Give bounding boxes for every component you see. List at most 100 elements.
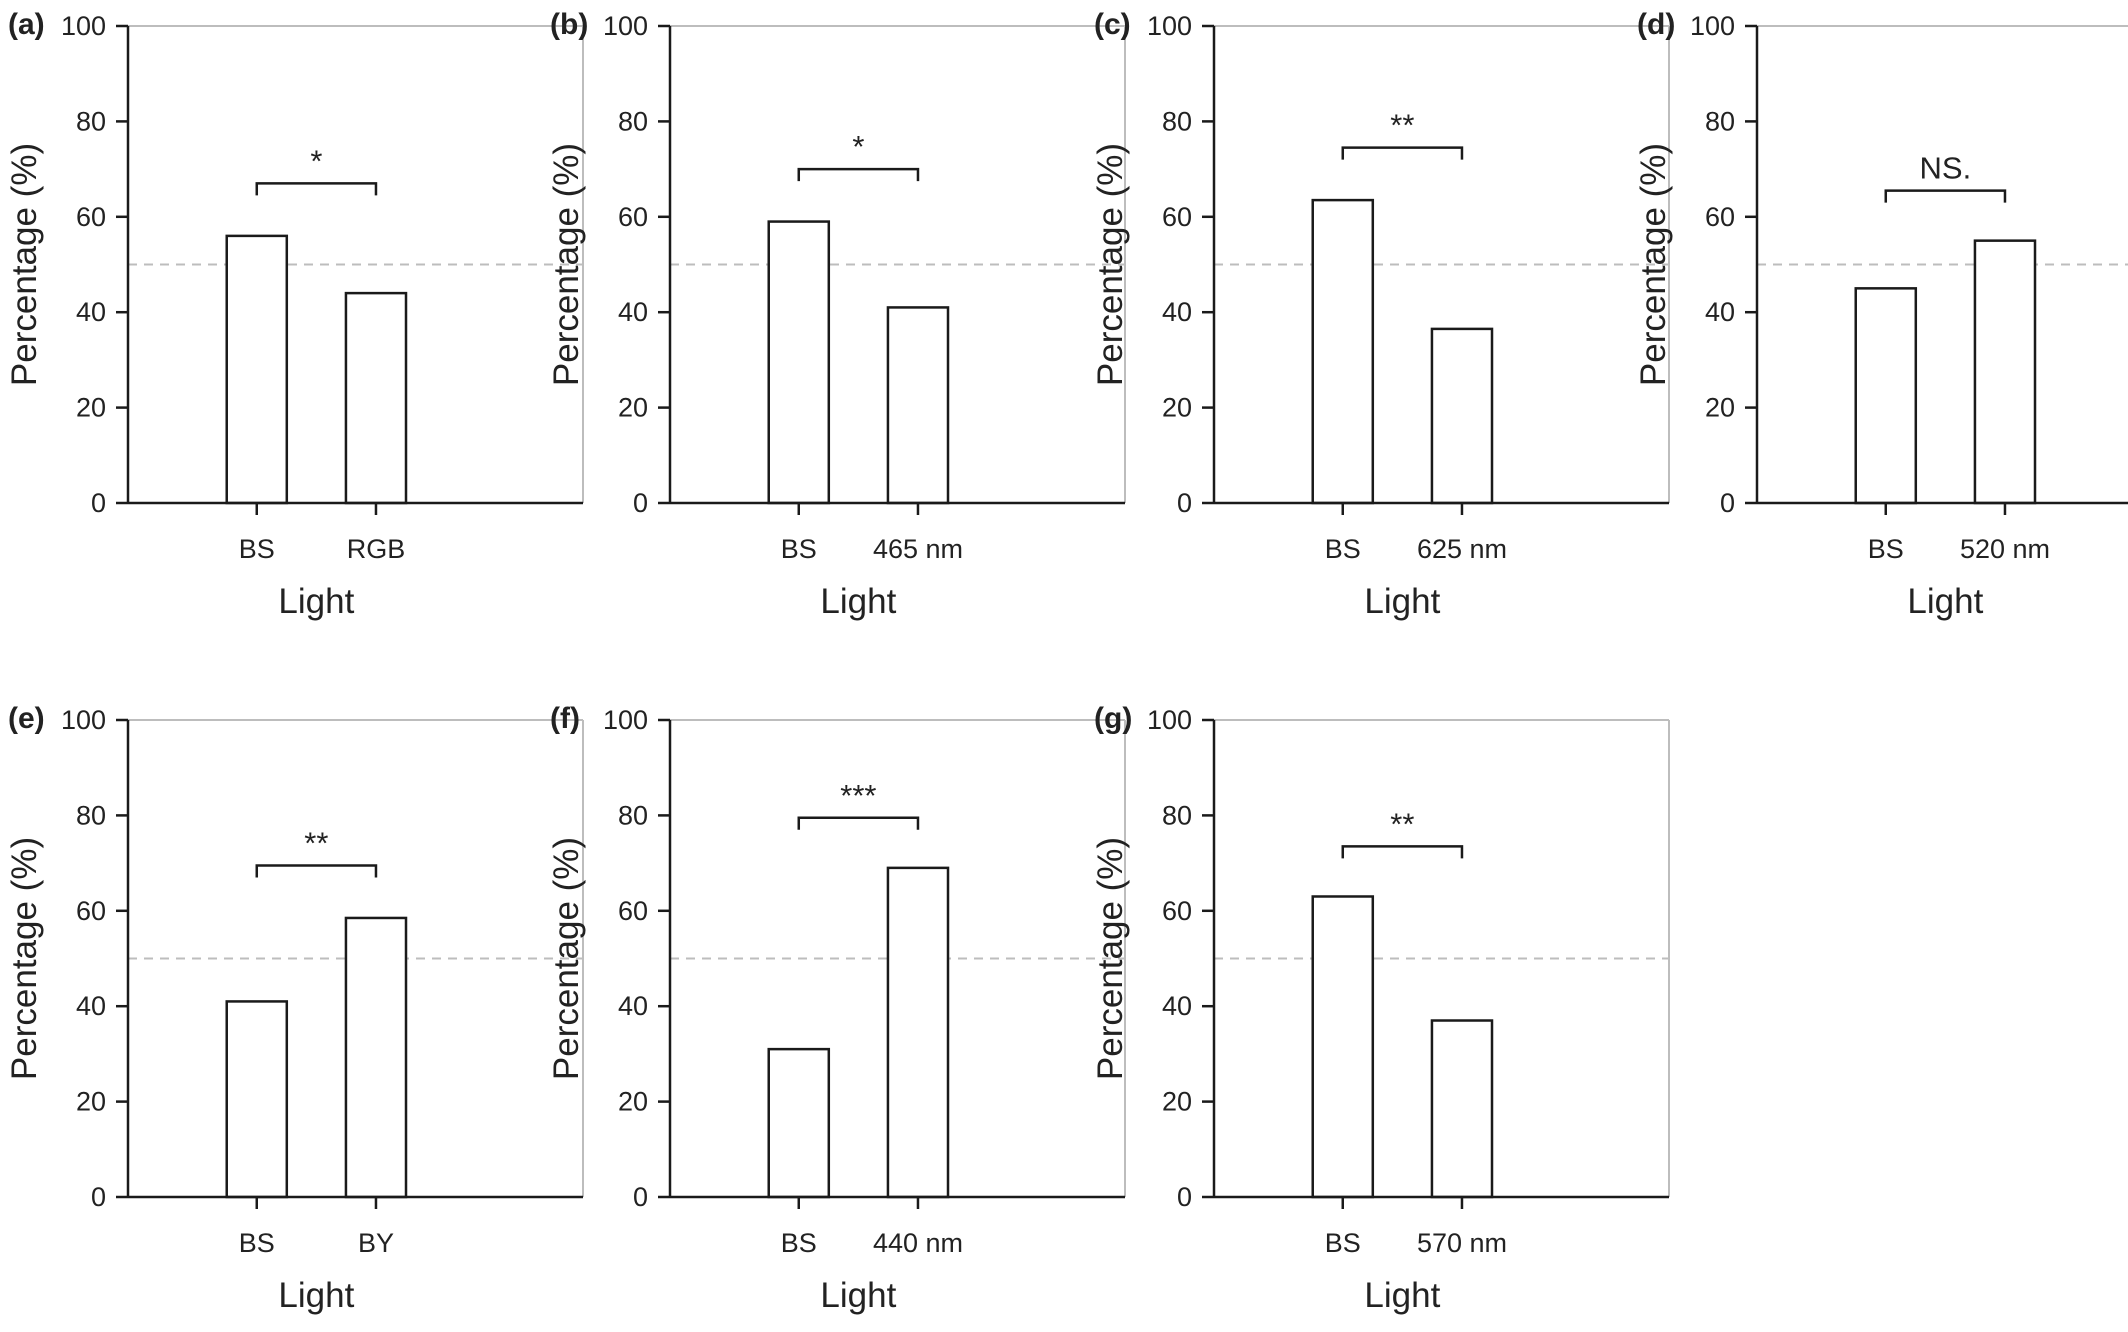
bar-bs [1854, 287, 1918, 505]
x-tick-label: 465 nm [873, 534, 963, 564]
y-tick-label: 60 [76, 202, 106, 232]
panel-letter: (b) [550, 8, 588, 41]
x-tick-label: BS [781, 534, 817, 564]
y-tick-label: 80 [76, 106, 106, 136]
x-axis-title: Light [1907, 582, 1983, 621]
significance-label: *** [840, 778, 876, 813]
y-tick-label: 0 [1177, 1182, 1192, 1212]
panel-letter: (c) [1094, 8, 1131, 41]
x-axis-title: Light [278, 1276, 354, 1315]
significance-label: ** [1390, 806, 1414, 841]
y-tick-label: 20 [1162, 393, 1192, 423]
panel-letter: (a) [8, 8, 45, 41]
x-tick-label: BS [239, 1228, 275, 1258]
y-tick-label: 40 [1705, 297, 1735, 327]
y-tick-label: 20 [1162, 1087, 1192, 1117]
panel-letter: (e) [8, 702, 45, 735]
y-tick-label: 80 [618, 106, 648, 136]
bar-bs [225, 234, 289, 505]
x-axis-title: Light [820, 1276, 896, 1315]
significance-label: NS. [1920, 151, 1972, 186]
y-axis-title: Percentage (%) [1091, 837, 1130, 1080]
bar-440-nm [886, 866, 950, 1199]
bar-bs [1311, 895, 1375, 1199]
chart-panel-g: (g) 0 20 40 60 80 100 BS 570 nm Light Percentage (… [1091, 702, 1670, 1315]
y-tick-label: 80 [1162, 800, 1192, 830]
y-tick-label: 0 [1720, 488, 1735, 518]
x-tick-label: 570 nm [1417, 1228, 1507, 1258]
panel-letter: (d) [1637, 8, 1675, 41]
significance-bracket [797, 816, 920, 830]
y-tick-label: 40 [618, 297, 648, 327]
chart-panel-a: (a) 0 20 40 60 80 100 BS RGB Light Percentage (%) * [5, 8, 584, 621]
x-tick-label: 625 nm [1417, 534, 1507, 564]
x-axis-title: Light [278, 582, 354, 621]
y-axis-title: Percentage (%) [547, 837, 586, 1080]
x-tick-label: 520 nm [1960, 534, 2050, 564]
y-tick-label: 80 [1162, 106, 1192, 136]
significance-label: * [310, 143, 322, 178]
y-tick-label: 0 [91, 1182, 106, 1212]
x-tick-label: BY [358, 1228, 394, 1258]
x-tick-label: BS [781, 1228, 817, 1258]
y-tick-label: 60 [618, 896, 648, 926]
x-tick-label: BS [1325, 1228, 1361, 1258]
x-tick-label: BS [239, 534, 275, 564]
significance-label: ** [304, 825, 328, 860]
y-tick-label: 80 [618, 800, 648, 830]
significance-bracket [1341, 845, 1464, 859]
bar-by [344, 916, 408, 1199]
panel-letter: (f) [550, 702, 580, 735]
y-tick-label: 60 [618, 202, 648, 232]
y-tick-label: 20 [76, 393, 106, 423]
x-tick-label: 440 nm [873, 1228, 963, 1258]
bar-570-nm [1430, 1019, 1494, 1199]
significance-bracket [797, 167, 920, 182]
x-axis-title: Light [1364, 1276, 1440, 1315]
y-tick-label: 100 [1147, 11, 1192, 41]
y-tick-label: 100 [61, 705, 106, 735]
significance-bracket [1884, 189, 2007, 203]
y-tick-label: 60 [1162, 202, 1192, 232]
bar-625-nm [1430, 327, 1494, 505]
chart-panel-b: (b) 0 20 40 60 80 100 BS 465 nm Light Percentage (… [547, 8, 1126, 621]
bar-bs [767, 1047, 831, 1199]
bar-rgb [344, 291, 408, 505]
x-tick-label: BS [1868, 534, 1904, 564]
y-axis-title: Percentage (%) [5, 837, 44, 1080]
chart-panel-c: (c) 0 20 40 60 80 100 BS 625 nm Light Percentage (… [1091, 8, 1670, 621]
y-axis-title: Percentage (%) [1091, 143, 1130, 386]
y-tick-label: 20 [76, 1087, 106, 1117]
chart-panel-d: (d) 0 20 40 60 80 100 BS 520 nm Light Percentage (… [1634, 8, 2128, 621]
y-tick-label: 100 [1147, 705, 1192, 735]
y-tick-label: 20 [618, 393, 648, 423]
y-tick-label: 0 [1177, 488, 1192, 518]
y-tick-label: 100 [603, 11, 648, 41]
chart-panel-f: (f) 0 20 40 60 80 100 BS 440 nm Light Percentage (… [547, 702, 1126, 1315]
y-axis-title: Percentage (%) [5, 143, 44, 386]
y-tick-label: 40 [76, 991, 106, 1021]
y-tick-label: 40 [1162, 991, 1192, 1021]
significance-label: ** [1390, 108, 1414, 143]
bar-bs [225, 1000, 289, 1199]
y-tick-label: 80 [76, 800, 106, 830]
y-tick-label: 0 [633, 1182, 648, 1212]
significance-label: * [852, 129, 864, 164]
x-tick-label: RGB [347, 534, 406, 564]
y-tick-label: 100 [603, 705, 648, 735]
y-tick-label: 0 [633, 488, 648, 518]
y-axis-title: Percentage (%) [1634, 143, 1673, 386]
y-tick-label: 60 [1162, 896, 1192, 926]
y-tick-label: 60 [1705, 202, 1735, 232]
significance-bracket [1341, 146, 1464, 160]
y-axis-title: Percentage (%) [547, 143, 586, 386]
bar-520-nm [1973, 239, 2037, 505]
y-tick-label: 80 [1705, 106, 1735, 136]
y-tick-label: 20 [618, 1087, 648, 1117]
x-axis-title: Light [820, 582, 896, 621]
x-axis-title: Light [1364, 582, 1440, 621]
y-tick-label: 20 [1705, 393, 1735, 423]
bar-bs [767, 220, 831, 505]
